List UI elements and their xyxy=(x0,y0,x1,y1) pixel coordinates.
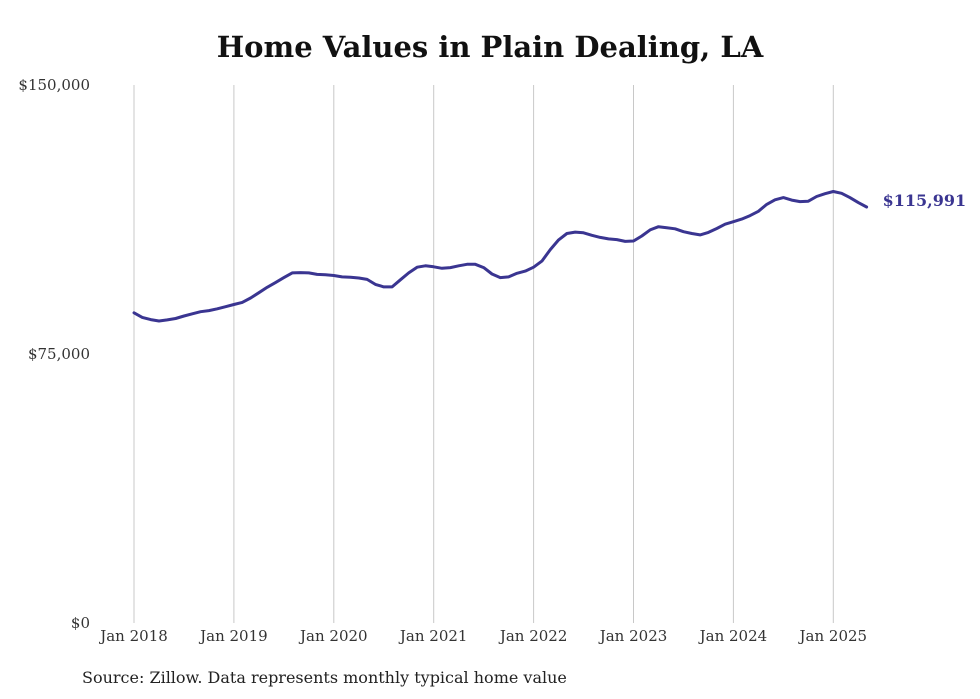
home-value-line xyxy=(132,190,869,323)
y-tick-label: $0 xyxy=(71,614,90,632)
y-tick-label: $75,000 xyxy=(28,345,90,363)
source-note: Source: Zillow. Data represents monthly … xyxy=(82,668,567,687)
x-tick-label: Jan 2025 xyxy=(798,627,868,645)
y-tick-label: $150,000 xyxy=(18,76,90,94)
x-tick-label: Jan 2018 xyxy=(98,627,168,645)
x-tick-label: Jan 2021 xyxy=(398,627,468,645)
x-tick-label: Jan 2024 xyxy=(698,627,768,645)
x-tick-label: Jan 2022 xyxy=(498,627,568,645)
chart-title: Home Values in Plain Dealing, LA xyxy=(216,30,764,64)
x-tick-label: Jan 2023 xyxy=(598,627,668,645)
x-tick-label: Jan 2019 xyxy=(198,627,268,645)
series-line-group xyxy=(132,190,869,323)
y-axis-ticks: $0 $75,000 $150,000 xyxy=(18,76,90,632)
x-tick-label: Jan 2020 xyxy=(298,627,368,645)
end-value-label: $115,991 xyxy=(883,191,967,210)
grid-lines xyxy=(133,85,834,623)
end-label-group: $115,991 xyxy=(883,191,967,210)
x-axis-ticks: Jan 2018 Jan 2019 Jan 2020 Jan 2021 Jan 2022… xyxy=(98,627,867,645)
